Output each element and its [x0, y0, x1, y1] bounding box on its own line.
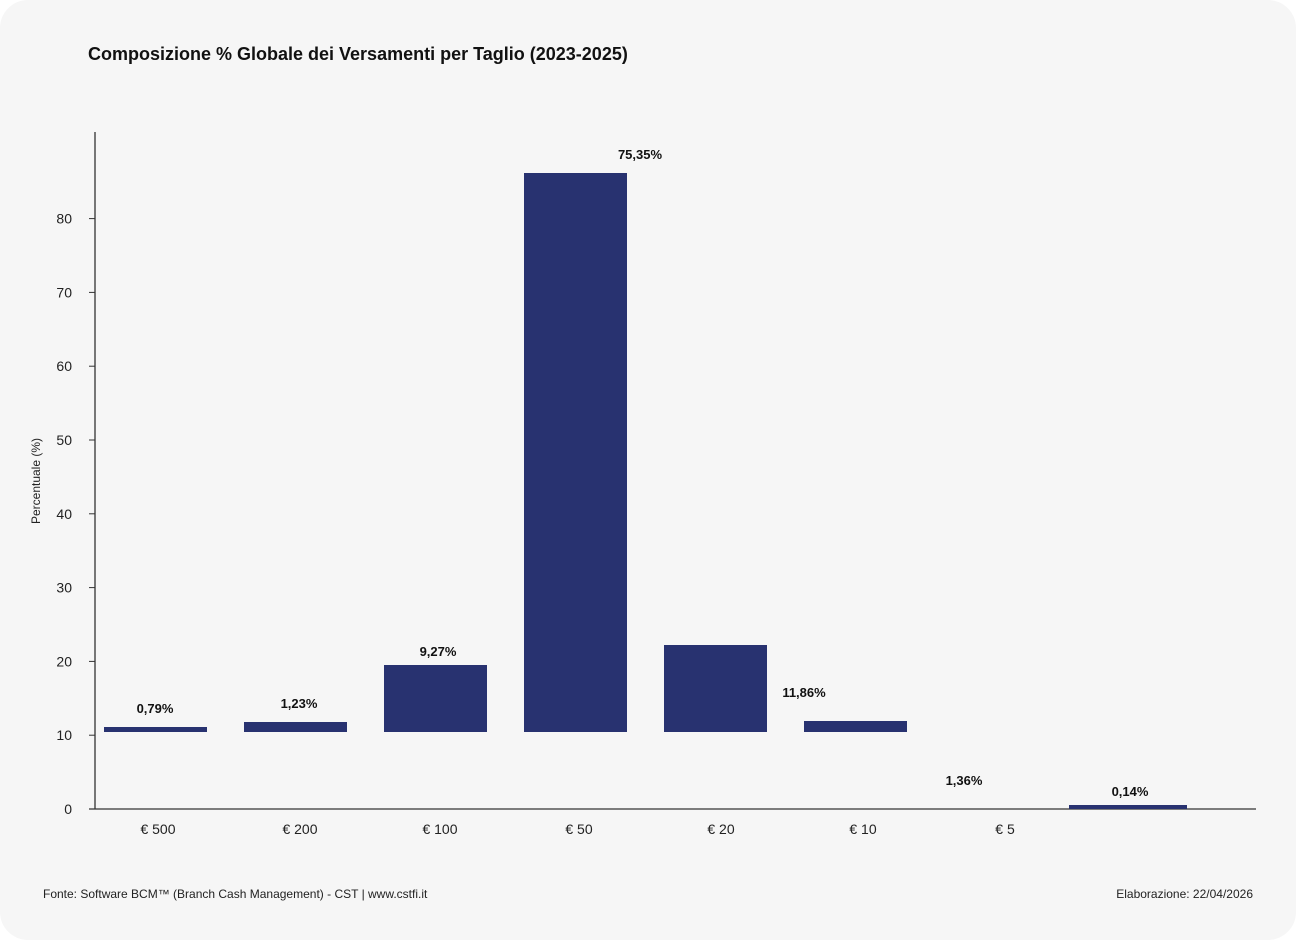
data-label: 0,14% — [1112, 784, 1149, 799]
x-tick-label: € 5 — [995, 821, 1015, 837]
y-tick-label: 30 — [56, 580, 72, 596]
x-tick-label: € 20 — [707, 821, 734, 837]
bar — [1069, 805, 1187, 809]
data-label: 9,27% — [420, 644, 457, 659]
bar — [664, 645, 767, 732]
data-label: 1,36% — [946, 773, 983, 788]
data-label: 75,35% — [618, 147, 663, 162]
data-label: 11,86% — [782, 685, 826, 700]
y-tick-label: 10 — [56, 727, 72, 743]
y-tick-label: 50 — [56, 432, 72, 448]
source-note: Fonte: Software BCM™ (Branch Cash Manage… — [43, 887, 428, 901]
y-tick-label: 60 — [56, 358, 72, 374]
x-tick-label: € 200 — [282, 821, 317, 837]
bar — [804, 721, 907, 732]
y-tick-label: 80 — [56, 211, 72, 227]
bar — [244, 722, 347, 732]
x-tick-label: € 100 — [422, 821, 457, 837]
bar — [104, 727, 207, 732]
y-axis-label: Percentuale (%) — [29, 438, 43, 524]
y-tick-label: 40 — [56, 506, 72, 522]
bar — [524, 173, 627, 732]
x-tick-label: € 50 — [565, 821, 592, 837]
data-label: 1,23% — [281, 696, 318, 711]
chart-title: Composizione % Globale dei Versamenti pe… — [88, 44, 628, 64]
x-tick-label: € 10 — [849, 821, 876, 837]
y-tick-label: 0 — [64, 801, 72, 817]
y-tick-label: 70 — [56, 284, 72, 300]
y-tick-label: 20 — [56, 653, 72, 669]
bar — [384, 665, 487, 732]
x-tick-label: € 500 — [140, 821, 175, 837]
elaboration-date: Elaborazione: 22/04/2026 — [1116, 887, 1253, 901]
data-label: 0,79% — [137, 701, 174, 716]
